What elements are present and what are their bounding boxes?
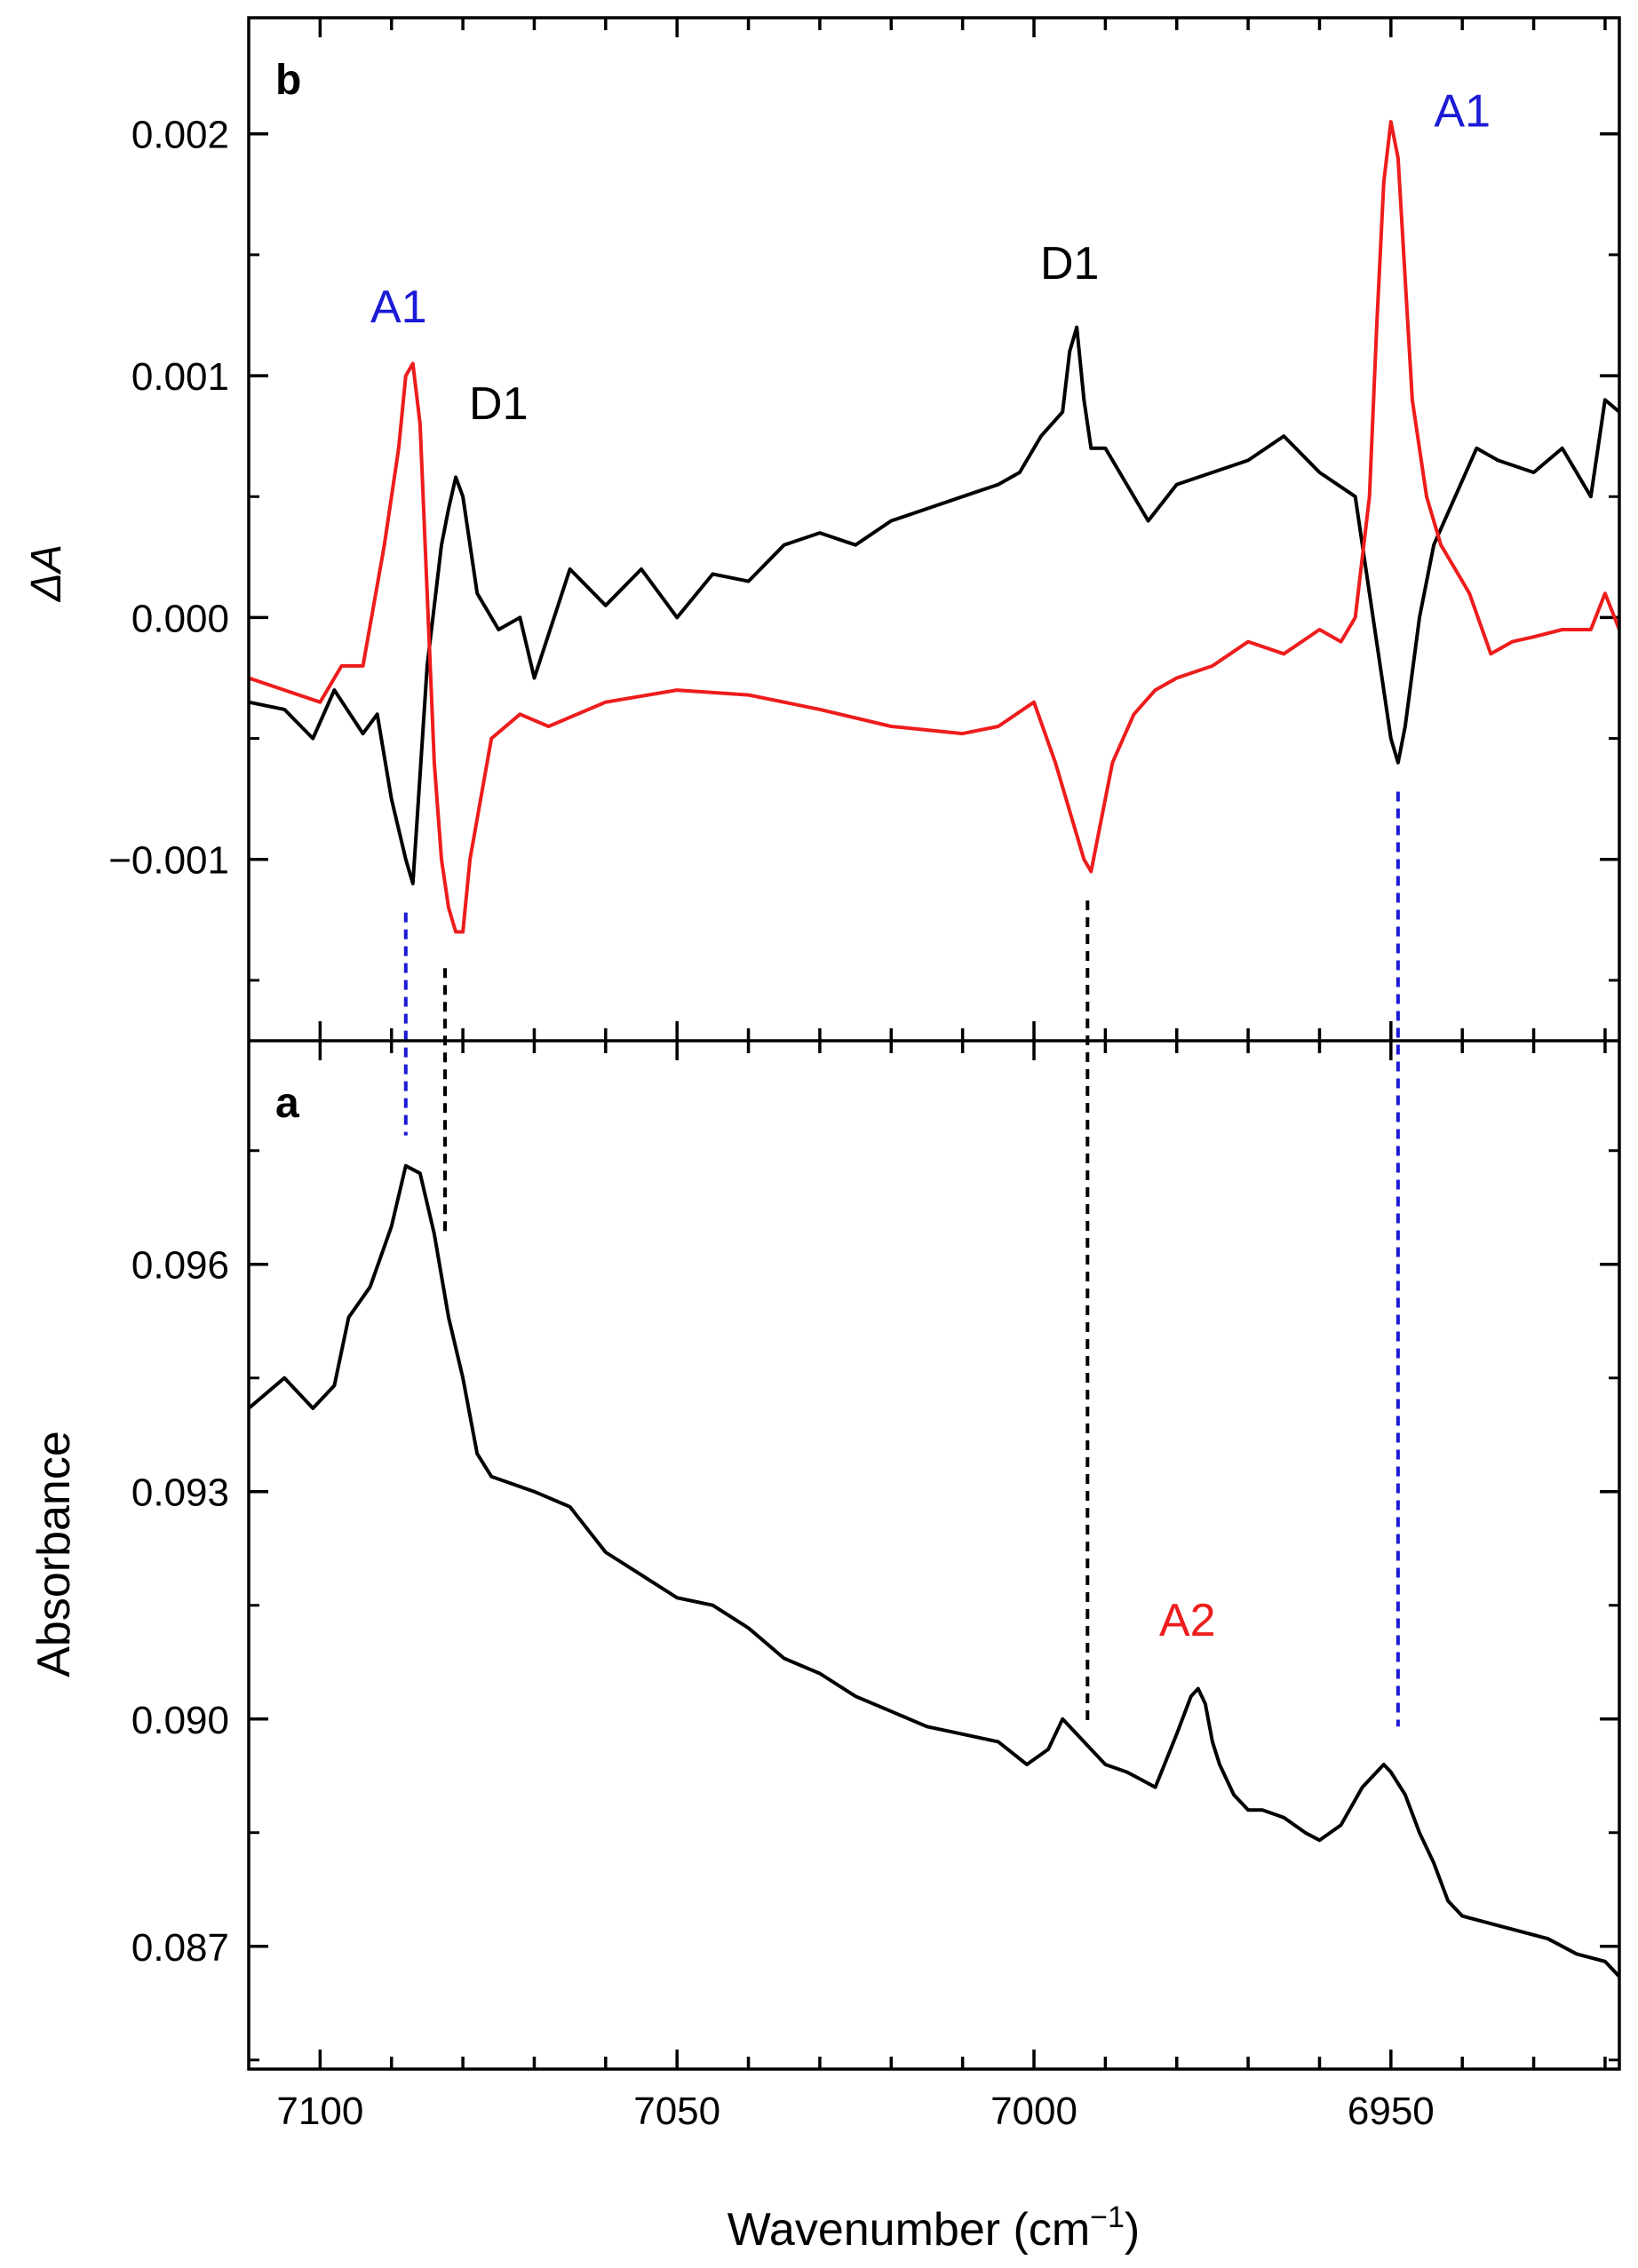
panel-a-y-axis-label: Absorbance: [28, 1431, 80, 1677]
panel-b-series-line-1: [248, 120, 1621, 934]
panel-a-y-tick-label: 0.090: [131, 1699, 229, 1742]
panel-a-y-tick-label: 0.093: [131, 1471, 229, 1515]
panel-b-annotation-b: b: [275, 57, 301, 104]
panel-b-y-tick-label: 0.000: [131, 597, 229, 640]
panel-b-y-axis-label: ΔA: [23, 544, 70, 602]
panel-b-delta-absorbance: −0.001 0.000 0.001 0.002 b A1 D1 D1 A1: [108, 18, 1621, 1041]
x-tick-label: 7000: [990, 2090, 1077, 2133]
panel-a-absorbance: 0.087 0.090 0.093 0.096 7100 7050 7000 6950 a A2: [131, 1041, 1621, 2133]
panel-a-series-line-0: [247, 1163, 1621, 1979]
panel-a-y-tick-label: 0.096: [131, 1244, 229, 1288]
x-tick-label: 6950: [1348, 2090, 1435, 2133]
panel-b-annotation-a1: A1: [370, 282, 427, 333]
x-tick-label: 7050: [633, 2090, 720, 2133]
panel-a-annotation-a: a: [275, 1080, 299, 1127]
panel-b-annotation-a1: A1: [1434, 86, 1491, 138]
panel-a-annotation-a2: A2: [1159, 1595, 1216, 1646]
panel-a-y-tick-label: 0.087: [131, 1926, 229, 1970]
plot-frame: [247, 16, 1621, 2071]
panel-b-annotation-d1: D1: [469, 378, 528, 430]
panel-b-y-tick-label: 0.002: [131, 114, 229, 157]
panel-b-series-line-0: [248, 325, 1621, 885]
panel-b-annotation-d1: D1: [1040, 238, 1099, 289]
x-axis-label: Wavenumber (cm−1): [728, 2201, 1140, 2256]
x-tick-label: 7100: [276, 2090, 363, 2133]
peak-guide-lines: [403, 791, 1400, 1727]
panel-b-y-tick-label: 0.001: [131, 355, 229, 399]
panel-b-y-tick-label: −0.001: [108, 839, 229, 883]
